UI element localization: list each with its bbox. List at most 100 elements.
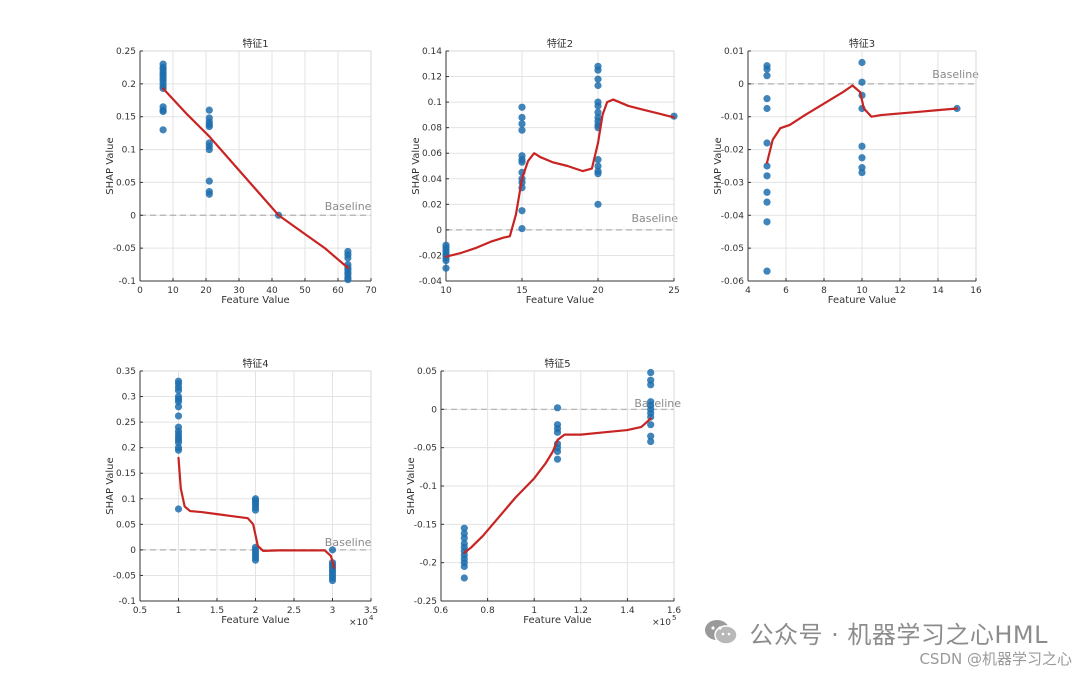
x-multiplier-exponent: 5 xyxy=(672,614,676,622)
x-tick-label: 30 xyxy=(233,286,245,296)
x-tick-label: 14 xyxy=(932,286,944,296)
data-point xyxy=(442,256,450,265)
y-tick-label: 0.15 xyxy=(116,113,136,123)
data-point xyxy=(647,368,655,377)
data-point xyxy=(205,145,213,154)
x-tick-label: 1 xyxy=(176,606,182,616)
x-axis-label: Feature Value xyxy=(828,295,896,306)
x-tick-label: 3.5 xyxy=(364,606,378,616)
y-tick-label: -0.01 xyxy=(721,113,744,123)
data-point xyxy=(174,398,183,406)
data-point xyxy=(647,421,655,429)
x-tick-label: 8 xyxy=(821,286,827,296)
data-point xyxy=(594,156,602,164)
y-tick-label: -0.02 xyxy=(419,251,442,261)
watermark-text: 公众号 · 机器学习之心HML xyxy=(749,620,1048,649)
data-point xyxy=(763,218,771,226)
x-tick-label: 0.6 xyxy=(434,606,449,616)
data-point xyxy=(763,267,771,275)
y-tick-label: 0.08 xyxy=(422,124,442,134)
trend-line xyxy=(765,84,959,164)
x-tick-label: 15 xyxy=(516,286,527,296)
y-tick-label: 0.25 xyxy=(116,418,136,428)
data-point xyxy=(858,168,866,177)
x-tick-label: 50 xyxy=(299,286,311,296)
x-axis-label: Feature Value xyxy=(526,295,594,306)
data-point xyxy=(174,412,183,420)
x-multiplier: ×10 xyxy=(349,618,368,628)
x-tick-label: 1.2 xyxy=(574,606,588,616)
x-tick-label: 40 xyxy=(266,286,278,296)
x-tick-label: 0.5 xyxy=(133,606,147,616)
data-point xyxy=(858,78,866,86)
data-point xyxy=(763,188,771,196)
x-tick-label: 1.5 xyxy=(210,606,224,616)
x-tick-label: 6 xyxy=(783,286,789,296)
y-tick-label: -0.02 xyxy=(721,146,744,156)
x-tick-label: 1.6 xyxy=(667,606,682,616)
y-tick-label: -0.25 xyxy=(414,597,437,607)
y-tick-label: -0.2 xyxy=(419,559,437,569)
data-point xyxy=(518,225,526,233)
data-point xyxy=(344,254,352,262)
data-point xyxy=(328,546,337,554)
trend-line xyxy=(162,87,349,269)
x-tick-label: 10 xyxy=(856,286,868,296)
csdn-credit: CSDN @机器学习之心 xyxy=(919,650,1072,668)
x-tick-label: 20 xyxy=(592,286,604,296)
y-tick-label: -0.05 xyxy=(414,444,437,454)
data-point xyxy=(174,505,183,513)
x-multiplier-exponent: 4 xyxy=(369,614,374,622)
y-tick-label: -0.1 xyxy=(118,597,136,607)
y-axis-label: SHAP Value xyxy=(406,457,417,514)
data-point xyxy=(553,404,562,412)
data-point xyxy=(647,381,655,389)
data-point xyxy=(205,106,213,114)
trend-line xyxy=(444,98,676,258)
x-tick-label: 0.8 xyxy=(480,606,495,616)
y-tick-label: 0.2 xyxy=(122,80,136,90)
x-tick-label: 1.4 xyxy=(620,606,635,616)
trend-line xyxy=(177,456,336,569)
data-point xyxy=(594,81,602,90)
y-tick-label: 0.15 xyxy=(116,469,136,479)
x-axis-label: Feature Value xyxy=(523,615,591,626)
y-tick-label: 0 xyxy=(130,546,136,556)
y-tick-label: -0.04 xyxy=(419,277,443,287)
data-point xyxy=(594,75,602,83)
y-tick-label: -0.1 xyxy=(118,277,136,287)
y-tick-label: -0.05 xyxy=(721,244,744,254)
data-point xyxy=(763,72,771,80)
data-point xyxy=(205,122,213,131)
y-tick-label: 0.05 xyxy=(417,367,437,377)
data-point xyxy=(328,576,337,585)
chart-title: 特征2 xyxy=(547,38,573,50)
data-point xyxy=(763,198,771,206)
x-tick-label: 2.5 xyxy=(287,606,301,616)
data-point xyxy=(858,58,866,67)
chart-title: 特征1 xyxy=(242,38,268,50)
x-tick-label: 10 xyxy=(167,286,179,296)
data-point xyxy=(174,438,183,447)
data-point xyxy=(251,506,260,514)
x-tick-label: 12 xyxy=(894,286,905,296)
x-tick-label: 70 xyxy=(365,286,377,296)
data-point xyxy=(460,574,468,582)
y-tick-label: 0 xyxy=(738,80,744,90)
chart-title: 特征3 xyxy=(849,38,875,50)
data-point xyxy=(763,65,771,73)
data-point xyxy=(594,108,602,116)
data-point xyxy=(518,113,526,122)
x-tick-label: 0 xyxy=(137,286,143,296)
data-point xyxy=(251,556,260,564)
data-point xyxy=(174,386,183,395)
data-point xyxy=(460,562,468,571)
data-point xyxy=(518,126,526,134)
x-axis-label: Feature Value xyxy=(221,295,289,306)
data-point xyxy=(205,177,213,185)
y-tick-label: 0.2 xyxy=(122,444,136,454)
y-tick-label: 0.35 xyxy=(116,367,136,377)
data-point xyxy=(763,162,771,170)
chart-title: 特征5 xyxy=(544,358,570,370)
